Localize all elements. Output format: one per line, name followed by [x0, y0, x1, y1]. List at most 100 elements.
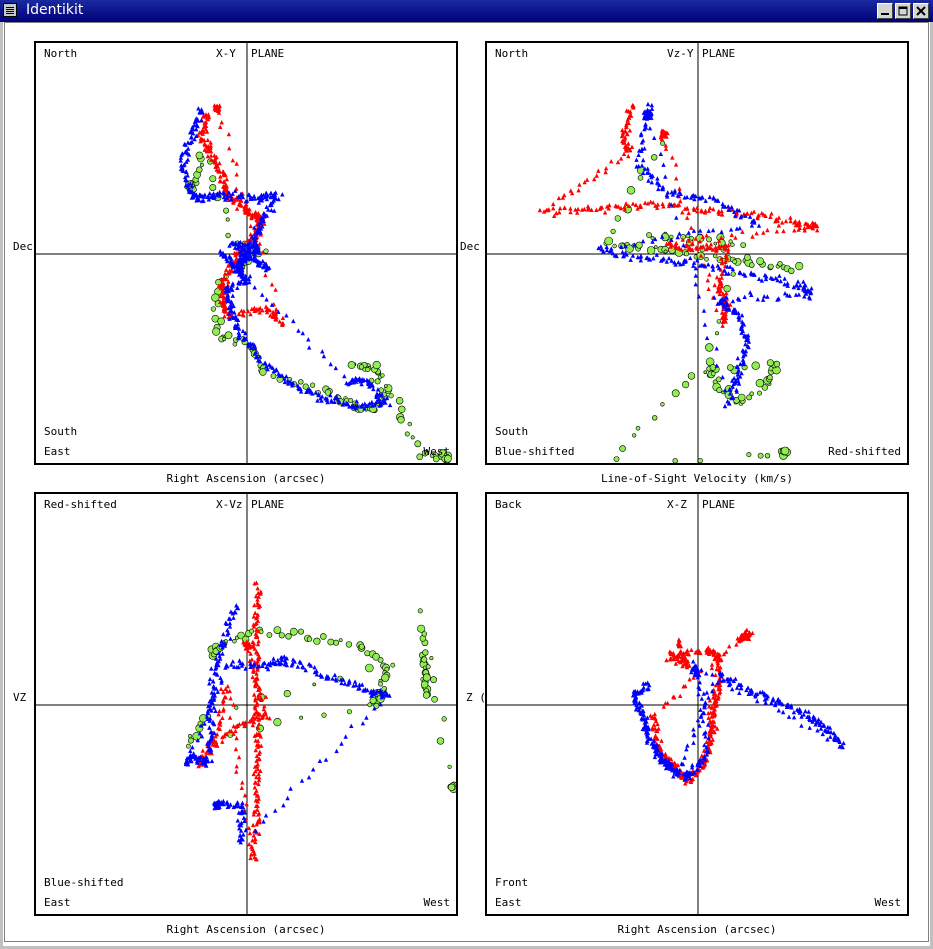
red-particle: [252, 716, 257, 721]
green-particle: [367, 702, 373, 708]
red-particle: [568, 206, 573, 211]
red-particle: [724, 256, 729, 261]
blue-particle: [719, 229, 724, 234]
panel-xvz-plane-suffix: PLANE: [251, 498, 285, 511]
panel-vzy-plane[interactable]: North Vz-Y PLANE South Blue-shifted Red-…: [485, 41, 909, 465]
red-particle: [263, 709, 268, 715]
red-particle: [626, 203, 632, 208]
blue-particle: [755, 297, 760, 302]
maximize-button[interactable]: [895, 3, 911, 19]
blue-particle: [195, 737, 200, 743]
blue-particle: [799, 723, 804, 728]
panel-xvz-plane[interactable]: Red-shifted X-Vz PLANE Blue-shifted East…: [34, 492, 458, 916]
panel-xy-bottom-right: West: [423, 445, 451, 458]
red-particle: [250, 674, 255, 680]
minimize-button[interactable]: [877, 3, 893, 19]
panel-xz-plane[interactable]: Back X-Z PLANE Front East West: [485, 492, 909, 916]
blue-particle: [255, 262, 261, 268]
red-particle: [204, 143, 209, 149]
blue-particle: [220, 651, 225, 656]
blue-particle: [290, 383, 295, 388]
green-particle: [727, 364, 734, 371]
red-particle: [651, 722, 657, 727]
blue-particle: [221, 631, 226, 637]
red-particle: [679, 247, 684, 252]
red-particle: [257, 831, 262, 836]
blue-particle: [841, 740, 846, 746]
red-particle: [240, 780, 245, 785]
red-particle: [661, 704, 666, 709]
blue-particle: [727, 401, 732, 406]
blue-particle: [351, 683, 356, 688]
blue-particle: [253, 828, 258, 833]
red-particle: [747, 630, 752, 635]
green-particle: [388, 393, 394, 399]
blue-particle: [264, 213, 270, 218]
red-particle: [712, 656, 717, 661]
red-particle: [218, 174, 223, 179]
blue-particle: [647, 257, 652, 262]
red-particle: [686, 238, 692, 243]
blue-particle: [641, 711, 646, 717]
green-particle: [713, 241, 718, 246]
blue-particle: [312, 665, 317, 670]
blue-particle: [263, 193, 269, 199]
xvz-plot-svg: [36, 494, 456, 914]
blue-particle: [695, 258, 700, 263]
green-particle: [788, 267, 795, 275]
blue-particle: [759, 278, 765, 283]
red-particle: [249, 845, 254, 850]
red-particle: [257, 603, 263, 608]
blue-particle: [240, 271, 245, 276]
blue-particle: [282, 661, 287, 667]
green-particle: [273, 718, 282, 727]
red-particle: [214, 167, 219, 172]
blue-particle: [231, 303, 236, 309]
green-particle: [660, 402, 665, 407]
red-particle: [668, 756, 674, 761]
green-particle: [646, 246, 656, 255]
window-titlebar[interactable]: Identikit: [0, 0, 933, 22]
green-particle: [703, 370, 708, 375]
red-particle: [241, 308, 247, 314]
red-particle: [268, 313, 273, 318]
blue-particle: [328, 361, 333, 367]
blue-particle: [303, 667, 308, 673]
red-particle: [625, 117, 630, 122]
blue-particle: [701, 755, 706, 761]
green-particle: [299, 715, 304, 720]
blue-particle: [328, 392, 333, 398]
blue-particle: [642, 146, 647, 151]
red-particle: [603, 169, 608, 175]
window-menu-icon[interactable]: [3, 3, 17, 17]
blue-particle: [796, 292, 802, 297]
close-button[interactable]: [913, 3, 929, 19]
blue-particle: [728, 227, 734, 232]
blue-particle: [642, 166, 648, 171]
blue-particle: [630, 253, 636, 258]
blue-particle: [261, 192, 266, 198]
blue-particle: [653, 236, 658, 242]
blue-particle: [646, 726, 651, 731]
red-particle: [708, 728, 714, 734]
panel-xy-plane[interactable]: North X-Y PLANE South East West: [34, 41, 458, 465]
red-particle: [228, 696, 233, 701]
red-particle: [717, 291, 722, 297]
red-particle: [699, 753, 704, 758]
blue-particle: [243, 336, 249, 341]
blue-particle: [810, 719, 815, 724]
red-particle: [725, 249, 731, 254]
red-particle: [706, 208, 712, 213]
blue-particle: [332, 399, 337, 404]
red-particle: [256, 685, 262, 690]
blue-particle: [230, 281, 236, 286]
blue-particle: [318, 396, 323, 401]
red-particle: [702, 761, 708, 767]
red-particle: [717, 211, 722, 216]
blue-particle: [764, 274, 769, 279]
blue-particle: [722, 268, 727, 273]
blue-particle: [654, 742, 660, 747]
red-particle: [626, 153, 631, 159]
blue-particle: [828, 729, 834, 735]
red-particle: [260, 308, 265, 313]
